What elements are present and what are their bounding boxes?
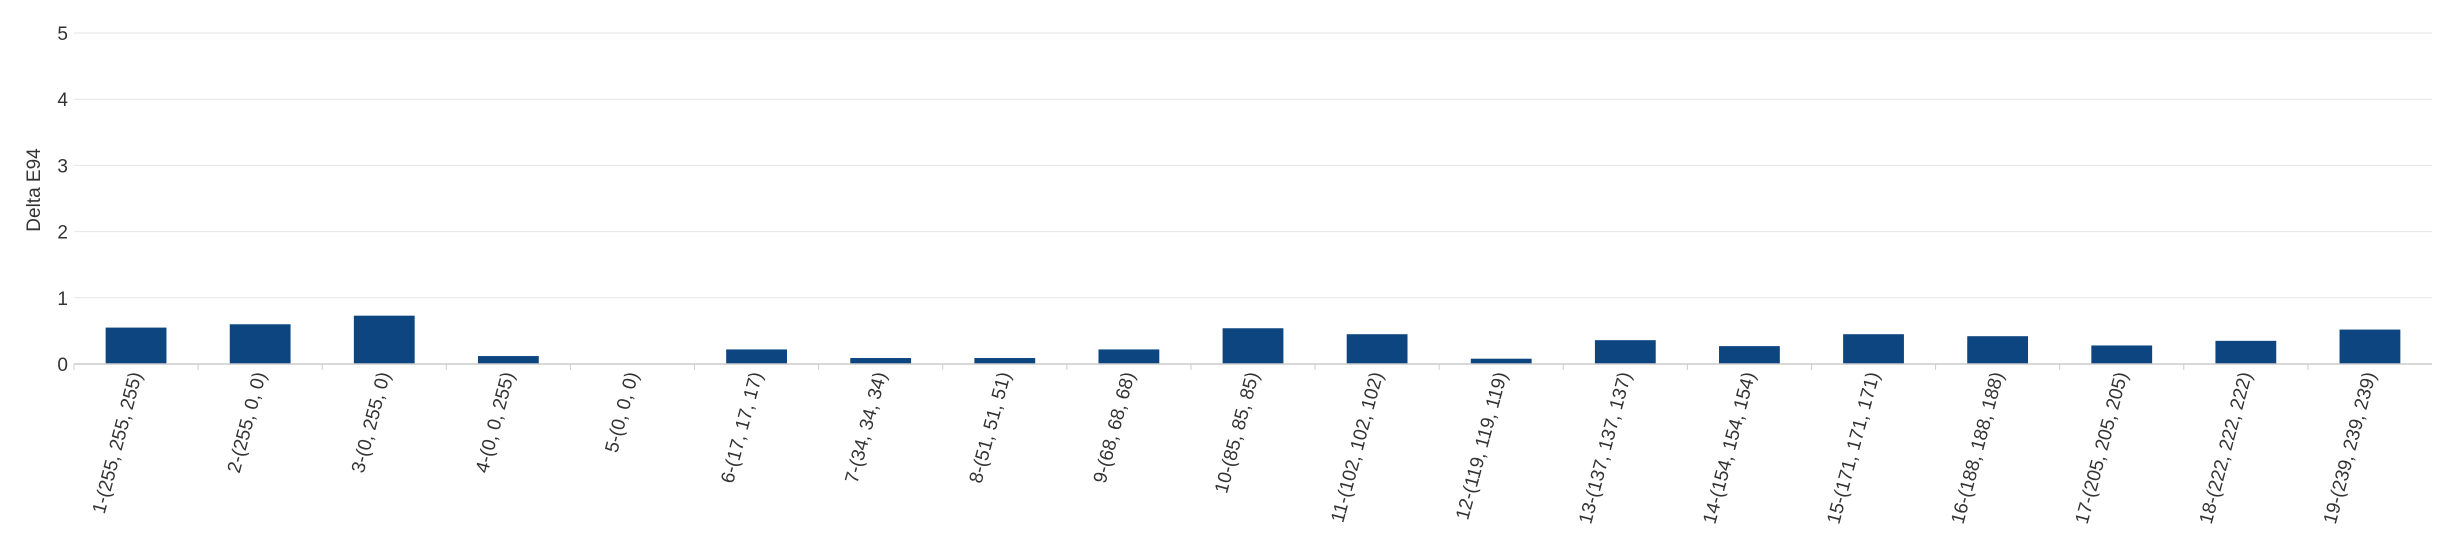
bar xyxy=(477,356,539,364)
x-tick-label: 6-(17, 17, 17) xyxy=(718,370,768,486)
x-tick-label: 9-(68, 68, 68) xyxy=(1090,370,1140,486)
x-tick-label: 1-(255, 255, 255) xyxy=(89,370,147,516)
grid-lines xyxy=(74,32,2432,365)
x-tick-label: 19-(239, 239, 239) xyxy=(2320,370,2381,526)
y-tick-label: 5 xyxy=(57,24,68,45)
x-tick-label: 5-(0, 0, 0) xyxy=(602,370,644,455)
x-tick-label: 15-(171, 171, 171) xyxy=(1824,370,1885,526)
x-tick-label: 11-(102, 102, 102) xyxy=(1328,370,1388,525)
bar xyxy=(1222,328,1284,364)
bars xyxy=(105,315,2401,364)
y-tick-label: 3 xyxy=(57,156,68,177)
x-tick-label: 17-(205, 205, 205) xyxy=(2072,370,2133,526)
bar xyxy=(1719,346,1780,364)
y-axis-title: Delta E94 xyxy=(24,148,45,232)
x-tick-label: 13-(137, 137, 137) xyxy=(1575,370,1636,526)
x-tick-label: 8-(51, 51, 51) xyxy=(966,370,1016,486)
bar xyxy=(2215,340,2277,364)
bar xyxy=(105,327,167,364)
x-tick-label: 7-(34, 34, 34) xyxy=(842,370,892,486)
bar xyxy=(2339,329,2401,364)
x-tick-label: 14-(154, 154, 154) xyxy=(1700,370,1761,526)
bar xyxy=(2091,345,2153,364)
bar xyxy=(1594,340,1656,364)
bar xyxy=(1098,349,1160,364)
x-tick-label: 3-(0, 255, 0) xyxy=(348,370,395,475)
y-axis-ticks: 0 1 2 3 4 5 xyxy=(57,24,68,376)
y-tick-label: 4 xyxy=(57,90,68,111)
x-tick-label: 4-(0, 0, 255) xyxy=(472,370,519,475)
bar xyxy=(850,358,912,364)
bar xyxy=(1967,336,2029,364)
x-tick-label: 12-(119, 119, 119) xyxy=(1452,370,1512,522)
x-tick-label: 10-(85, 85, 85) xyxy=(1211,370,1264,496)
bar xyxy=(1346,334,1408,364)
bar xyxy=(974,358,1036,364)
bar xyxy=(726,349,787,364)
x-tick-label: 2-(255, 0, 0) xyxy=(224,370,271,475)
y-tick-label: 2 xyxy=(57,223,68,244)
bar xyxy=(1843,334,1904,364)
x-tick-label: 16-(188, 188, 188) xyxy=(1948,370,2009,526)
bar xyxy=(1470,358,1532,364)
bar xyxy=(229,324,291,364)
x-tick-label: 18-(222, 222, 222) xyxy=(2196,370,2257,526)
y-tick-label: 1 xyxy=(57,289,68,310)
y-tick-label: 0 xyxy=(57,355,68,376)
x-axis-ticks: 1-(255, 255, 255) 2-(255, 0, 0) 3-(0, 255,… xyxy=(73,364,2381,526)
bar xyxy=(353,315,415,364)
